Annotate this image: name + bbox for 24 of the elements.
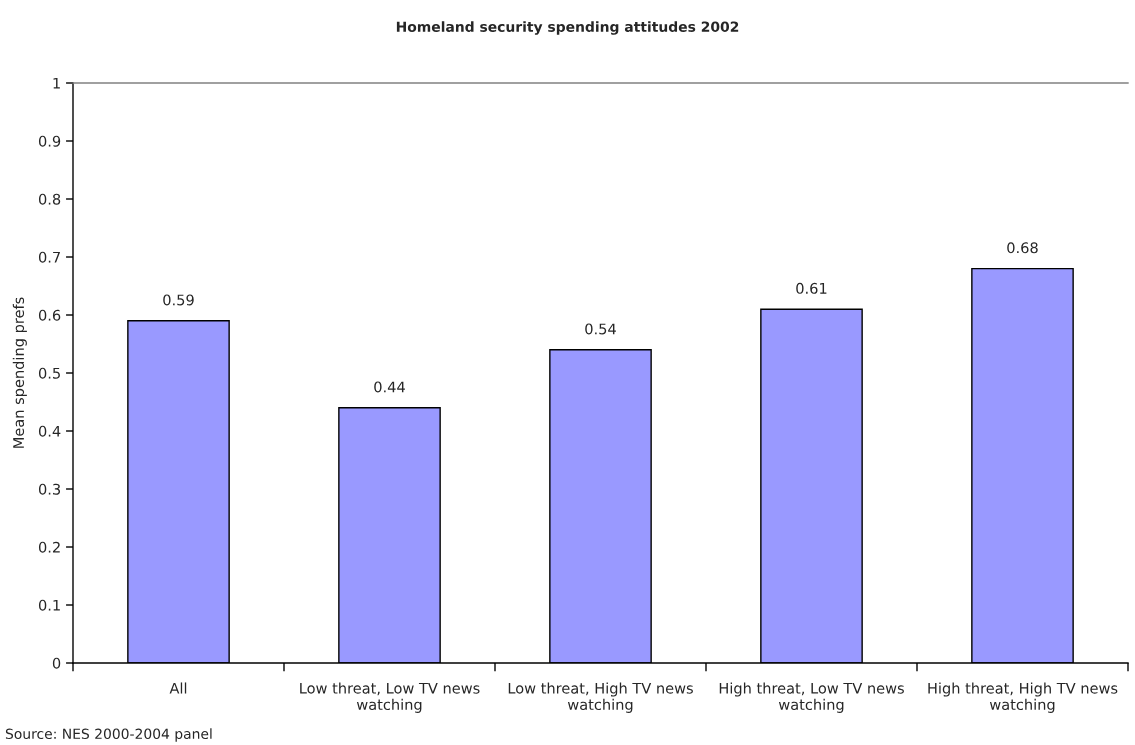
chart-title: Homeland security spending attitudes 2002	[396, 21, 739, 35]
x-tick-label: High threat, High TV news watching	[928, 682, 1118, 713]
y-tick-label: 0.2	[38, 541, 60, 553]
y-tick-label: 0.6	[38, 309, 61, 321]
x-tick-label: All	[169, 682, 187, 694]
data-label: 0.59	[163, 294, 194, 306]
y-tick-label: 0.9	[38, 135, 61, 147]
data-label: 0.44	[374, 381, 405, 393]
y-tick-label: 0.5	[38, 367, 60, 379]
y-axis-title: Mean spending prefs	[12, 297, 27, 448]
data-label: 0.54	[585, 323, 616, 335]
y-tick-label: 0.1	[38, 599, 60, 611]
y-tick-label: 0.4	[38, 425, 61, 437]
source-note: Source: NES 2000-2004 panel	[5, 728, 212, 742]
x-tick-label: Low threat, Low TV news watching	[300, 682, 480, 713]
data-label: 0.61	[796, 282, 827, 294]
y-tick-label: 1	[53, 77, 60, 89]
x-tick-label: High threat, Low TV news watching	[719, 682, 904, 713]
x-tick-label: Low threat, High TV news watching	[508, 682, 693, 713]
data-label: 0.68	[1007, 242, 1038, 254]
y-tick-label: 0.3	[38, 483, 61, 495]
y-tick-label: 0	[52, 657, 61, 669]
y-tick-label: 0.8	[38, 193, 61, 205]
y-tick-label: 0.7	[38, 251, 60, 263]
